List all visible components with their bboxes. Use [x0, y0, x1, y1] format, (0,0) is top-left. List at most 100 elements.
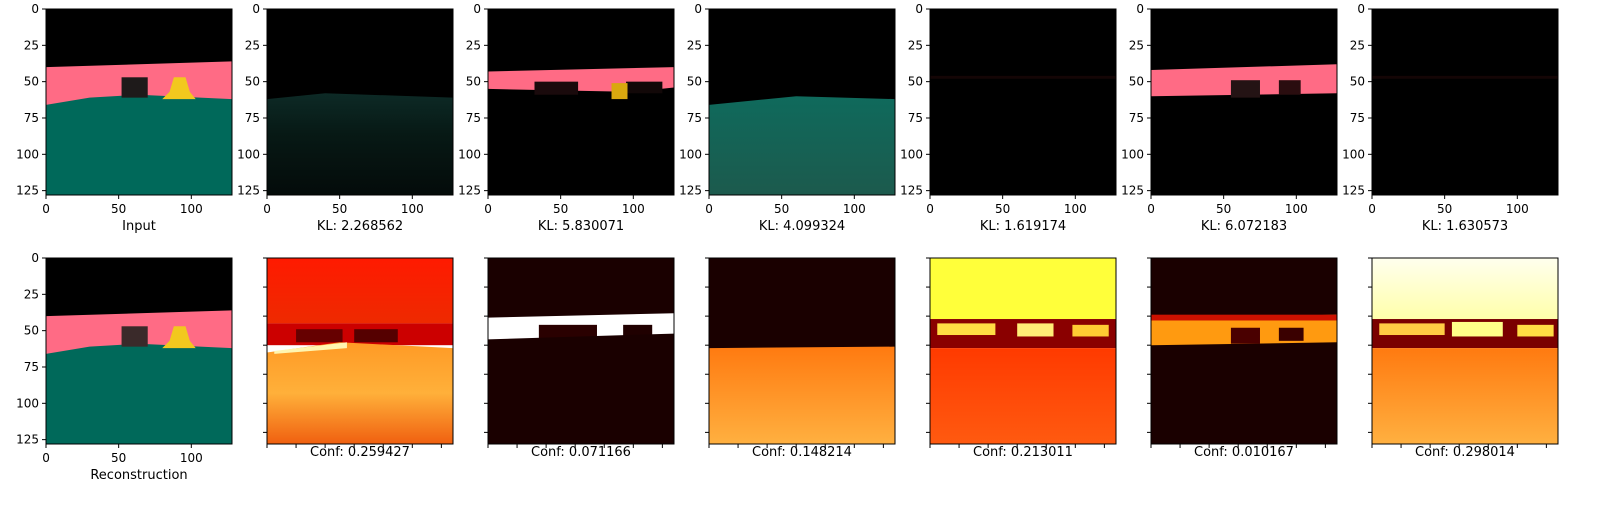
object-gap-right: [1278, 80, 1301, 95]
x-tick-label: 50: [1216, 202, 1231, 216]
panel-caption: Input: [122, 219, 156, 234]
x-tick-label: 50: [1437, 202, 1452, 216]
y-tick-label: 75: [245, 111, 260, 125]
axes-frame: [929, 257, 1117, 445]
y-tick-label: 25: [24, 287, 39, 301]
y-tick-label: 25: [245, 38, 260, 52]
axes-frame: [708, 257, 896, 445]
heat-gap: [1230, 327, 1260, 344]
axes-frame: [1371, 8, 1559, 196]
heat-background: [1151, 258, 1337, 444]
y-tick-label: 125: [1121, 184, 1144, 198]
y-tick-label: 50: [24, 324, 39, 338]
panel-caption: Reconstruction: [90, 468, 187, 483]
y-tick-label: 125: [458, 184, 481, 198]
y-tick-label: 25: [687, 38, 702, 52]
x-tick-label: 0: [484, 202, 492, 216]
heat-hot-1: [1379, 323, 1445, 336]
x-tick-label: 100: [180, 202, 203, 216]
y-tick-label: 0: [252, 2, 260, 16]
panel-caption: Conf: 0.010167: [1194, 445, 1294, 460]
y-tick-label: 125: [900, 184, 923, 198]
y-tick-label: 125: [16, 433, 39, 447]
confidence-panel: Conf: 0.071166: [484, 257, 675, 460]
panel-caption: KL: 5.830071: [538, 219, 624, 234]
axes-frame: [266, 8, 454, 196]
y-tick-label: 75: [687, 111, 702, 125]
x-tick-label: 100: [1064, 202, 1087, 216]
x-tick-label: 0: [263, 202, 271, 216]
y-tick-label: 25: [1129, 38, 1144, 52]
y-tick-label: 100: [16, 147, 39, 161]
y-tick-label: 100: [1121, 147, 1144, 161]
object-gap-right: [626, 81, 663, 94]
x-tick-label: 0: [42, 202, 50, 216]
heat-hot-2: [1017, 323, 1054, 337]
object-gap: [1230, 80, 1260, 98]
y-tick-label: 100: [16, 396, 39, 410]
y-tick-label: 50: [466, 75, 481, 89]
faint-band: [1372, 75, 1558, 79]
panel-caption: KL: 1.630573: [1422, 219, 1508, 234]
confidence-panel: Conf: 0.213011: [926, 257, 1117, 460]
heat-floor: [267, 342, 453, 444]
y-tick-label: 50: [908, 75, 923, 89]
y-tick-label: 125: [679, 184, 702, 198]
y-tick-label: 25: [466, 38, 481, 52]
y-tick-label: 25: [908, 38, 923, 52]
x-tick-label: 50: [774, 202, 789, 216]
reconstruction-panel: 0 50 100 0 25 50 75 100 125 Reconstruction: [16, 251, 233, 483]
y-tick-label: 75: [908, 111, 923, 125]
heat-gap-2: [354, 329, 398, 343]
yellow-object: [162, 326, 196, 349]
x-tick-label: 50: [553, 202, 568, 216]
panel-caption: Conf: 0.148214: [752, 445, 852, 460]
heat-highlight: [274, 342, 347, 354]
slot-panel: 0 50 100 0 25 50 75 100 125 KL: 4.099324: [679, 2, 896, 234]
slot-panel: 0 50 100 0 25 50 75 100 125 KL: 1.619174: [900, 2, 1117, 234]
slot-background: [1372, 9, 1558, 195]
x-tick-label: 50: [332, 202, 347, 216]
x-tick-label: 0: [42, 451, 50, 465]
slot-panel: 0 50 100 0 25 50 75 100 125 KL: 1.630573: [1342, 2, 1559, 234]
panel-caption: Conf: 0.259427: [310, 445, 410, 460]
y-tick-label: 100: [900, 147, 923, 161]
heat-hot-2: [1451, 321, 1503, 337]
panel-caption: KL: 2.268562: [317, 219, 403, 234]
x-tick-label: 100: [1285, 202, 1308, 216]
y-tick-label: 0: [1136, 2, 1144, 16]
heat-sky: [930, 258, 1116, 320]
y-tick-label: 0: [915, 2, 923, 16]
heat-hot-3: [1517, 324, 1554, 337]
y-tick-label: 0: [1357, 2, 1365, 16]
panels-group: 0 50 100 0 25 50 75 100 125 Input 0 50 100 0 25 50 75 100…: [16, 2, 1559, 483]
yellow-object: [162, 77, 196, 100]
y-tick-label: 100: [1342, 147, 1365, 161]
y-tick-label: 0: [31, 2, 39, 16]
input-panel: 0 50 100 0 25 50 75 100 125 Input: [16, 2, 233, 234]
y-tick-label: 50: [1350, 75, 1365, 89]
axes-frame: [1150, 8, 1338, 196]
confidence-panel: Conf: 0.298014: [1368, 257, 1559, 460]
slot-background: [930, 9, 1116, 195]
heat-edge: [1151, 314, 1337, 321]
axes-frame: [929, 8, 1117, 196]
y-tick-label: 50: [245, 75, 260, 89]
heat-gap: [296, 329, 343, 343]
x-tick-label: 50: [995, 202, 1010, 216]
axes-frame: [45, 257, 233, 445]
panel-caption: Conf: 0.213011: [973, 445, 1073, 460]
axes-frame: [266, 257, 454, 445]
y-tick-label: 100: [237, 147, 260, 161]
panel-caption: KL: 1.619174: [980, 219, 1066, 234]
x-tick-label: 0: [1147, 202, 1155, 216]
axes-frame: [45, 8, 233, 196]
heat-hot-1: [937, 323, 996, 336]
y-tick-label: 100: [679, 147, 702, 161]
heat-gap-2: [1278, 327, 1304, 341]
axes-frame: [1371, 257, 1559, 445]
dark-object: [121, 77, 148, 98]
x-tick-label: 0: [926, 202, 934, 216]
panel-caption: KL: 4.099324: [759, 219, 845, 234]
